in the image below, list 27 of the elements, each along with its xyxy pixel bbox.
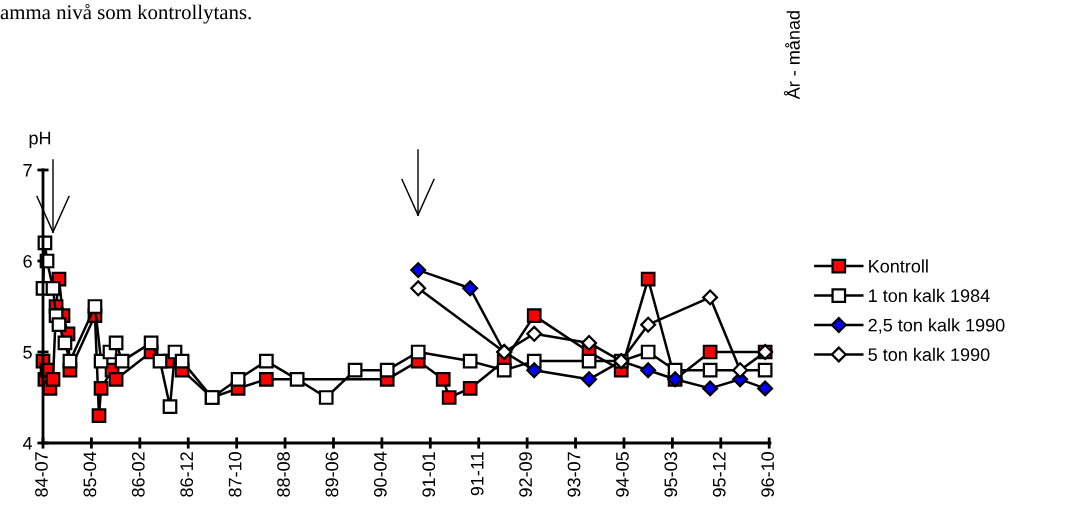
y-tick-label: 5 — [23, 346, 32, 359]
y-axis-title: pH — [29, 131, 51, 148]
x-tick-label: 95-03 — [664, 452, 678, 497]
legend-label: 1 ton kalk 1984 — [869, 288, 990, 303]
legend-label: 5 ton kalk 1990 — [868, 347, 990, 362]
x-tick-label: 96-10 — [761, 452, 775, 497]
y-tick-label: 7 — [23, 164, 32, 177]
text: År - månad — [783, 11, 800, 100]
x-tick-label: 90-04 — [373, 451, 387, 497]
legend-label: 2,5 ton kalk 1990 — [868, 318, 1005, 334]
legend-label: Kontroll — [869, 259, 928, 273]
x-tick-label: 84-07 — [35, 452, 48, 497]
x-tick-label: 86-12 — [180, 452, 194, 497]
x-tick-label: 93-07 — [567, 452, 581, 497]
x-tick-label: 91-01 — [422, 452, 436, 497]
y-tick-label: 6 — [23, 254, 32, 268]
text: amma nivå som kontrollytans. — [0, 4, 251, 24]
x-tick-label: 87-10 — [228, 452, 242, 497]
x-tick-label: 92-09 — [519, 452, 532, 497]
x-tick-label: 88-08 — [277, 452, 290, 497]
x-tick-label: 86-02 — [131, 452, 145, 497]
y-tick-label: 4 — [22, 437, 33, 450]
x-tick-label: 94-05 — [616, 452, 629, 497]
x-tick-label: 95-12 — [712, 452, 726, 497]
x-tick-label: 89-06 — [325, 452, 339, 497]
x-tick-label: 85-04 — [83, 451, 97, 497]
x-tick-label: 91-11 — [470, 452, 484, 496]
